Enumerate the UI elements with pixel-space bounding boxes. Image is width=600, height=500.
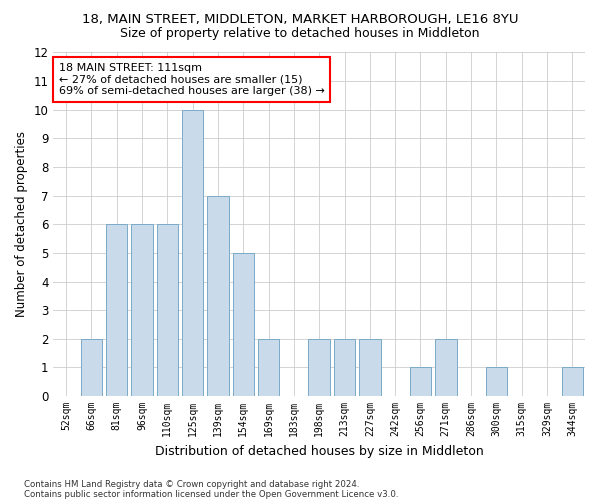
Bar <box>106 224 127 396</box>
Bar <box>131 224 153 396</box>
Bar <box>410 368 431 396</box>
Bar <box>485 368 507 396</box>
Bar <box>308 339 330 396</box>
Y-axis label: Number of detached properties: Number of detached properties <box>15 132 28 318</box>
Bar <box>207 196 229 396</box>
Bar <box>157 224 178 396</box>
Text: Contains HM Land Registry data © Crown copyright and database right 2024.: Contains HM Land Registry data © Crown c… <box>24 480 359 489</box>
Bar <box>182 110 203 396</box>
Text: Contains public sector information licensed under the Open Government Licence v3: Contains public sector information licen… <box>24 490 398 499</box>
Text: 18, MAIN STREET, MIDDLETON, MARKET HARBOROUGH, LE16 8YU: 18, MAIN STREET, MIDDLETON, MARKET HARBO… <box>82 12 518 26</box>
Bar <box>258 339 280 396</box>
Bar <box>233 253 254 396</box>
Bar <box>334 339 355 396</box>
X-axis label: Distribution of detached houses by size in Middleton: Distribution of detached houses by size … <box>155 444 484 458</box>
Text: Size of property relative to detached houses in Middleton: Size of property relative to detached ho… <box>120 28 480 40</box>
Bar <box>80 339 102 396</box>
Bar <box>435 339 457 396</box>
Bar <box>562 368 583 396</box>
Bar <box>359 339 380 396</box>
Text: 18 MAIN STREET: 111sqm
← 27% of detached houses are smaller (15)
69% of semi-det: 18 MAIN STREET: 111sqm ← 27% of detached… <box>59 63 325 96</box>
